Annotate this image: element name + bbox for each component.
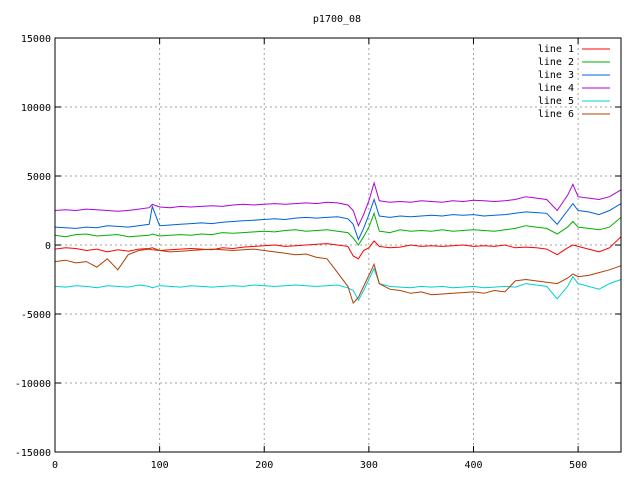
- legend-label: line 5: [538, 96, 574, 107]
- legend-label: line 3: [538, 70, 574, 81]
- chart-title: p1700_08: [313, 14, 361, 25]
- y-tick-label: -15000: [15, 448, 51, 459]
- series-line-6: [54, 248, 622, 304]
- series-line-1: [54, 236, 622, 260]
- plot-frame: [54, 37, 622, 453]
- x-tick-label: 0: [52, 460, 58, 471]
- y-tick-label: -5000: [21, 310, 51, 321]
- legend-label: line 1: [538, 44, 574, 55]
- y-tick-label: 15000: [21, 34, 51, 45]
- legend-label: line 2: [538, 57, 574, 68]
- x-tick-label: 300: [360, 460, 378, 471]
- y-tick-label: 10000: [21, 103, 51, 114]
- x-tick-label: 500: [569, 460, 587, 471]
- legend-label: line 4: [538, 83, 574, 94]
- x-tick-label: 100: [151, 460, 169, 471]
- y-tick-label: -10000: [15, 379, 51, 390]
- series-line-5: [54, 267, 622, 302]
- series-line-2: [54, 211, 622, 246]
- legend-label: line 6: [538, 109, 574, 120]
- y-tick-label: 0: [45, 241, 51, 252]
- series-line-3: [54, 197, 622, 241]
- y-tick-label: 5000: [27, 172, 51, 183]
- x-tick-label: 400: [464, 460, 482, 471]
- x-tick-label: 200: [255, 460, 273, 471]
- series-line-4: [54, 181, 622, 228]
